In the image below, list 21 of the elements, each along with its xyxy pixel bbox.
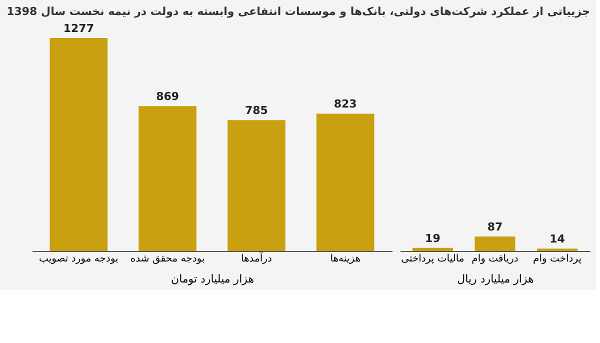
x-tick-label: درآمدها [240, 252, 272, 264]
data-label: 1277 [63, 22, 94, 36]
bar [228, 120, 286, 251]
x-axis-title: هزار میلیارد ریال [457, 272, 534, 286]
data-label: 869 [156, 90, 180, 104]
bar [316, 114, 374, 251]
x-tick-label: دریافت وام [472, 254, 518, 264]
data-label: 87 [487, 220, 503, 234]
x-tick-label: بودجه محقق شده [130, 254, 205, 264]
data-label: 14 [550, 232, 566, 246]
x-tick-label: بودجه مورد تصویب [38, 254, 118, 264]
x-tick-label: هزینه‌ها [330, 254, 360, 264]
data-label: 823 [334, 98, 357, 111]
chart-title: جزییاتی از عملکرد شرکت‌های دولتی، بانک‌ها و موسسات انتفاعی وابسته به دولت در نیمه نخست سال 1398 [6, 5, 590, 18]
x-tick-label: مالیات پرداختی [401, 254, 464, 264]
x-tick-label: پرداخت وام [533, 254, 582, 264]
data-label: 19 [425, 232, 440, 245]
bar [50, 38, 108, 251]
x-axis-title: هزار میلیارد تومان [170, 272, 254, 286]
bar [138, 106, 196, 251]
data-label: 785 [244, 104, 268, 118]
